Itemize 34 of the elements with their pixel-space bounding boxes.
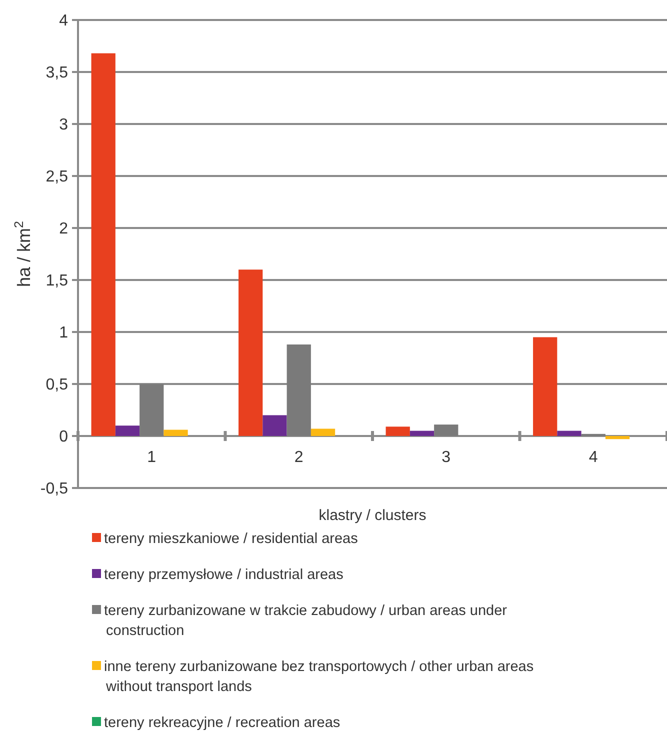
legend-label: inne tereny zurbanizowane bez transportowych / other urban areas without transport lands: [104, 659, 534, 695]
bar: [91, 53, 116, 436]
bar: [164, 430, 188, 436]
bar: [310, 428, 336, 436]
y-tick-label: 1: [59, 324, 68, 342]
y-tick-label: 1,5: [46, 272, 68, 290]
legend-label: tereny rekreacyjne / recreation areas: [104, 715, 340, 731]
y-tick-label: 3: [59, 116, 68, 134]
legend-label: tereny zurbanizowane w trakcie zabudowy / urban areas under construction: [104, 603, 508, 639]
bar: [262, 415, 287, 436]
bar: [140, 384, 164, 436]
bar: [238, 270, 263, 436]
y-tick-label: 4: [59, 12, 68, 30]
bar: [605, 436, 630, 440]
bar: [533, 337, 558, 436]
bar: [557, 430, 582, 436]
y-tick-label: 2: [59, 220, 68, 238]
legend-label: tereny przemysłowe / industrial areas: [104, 567, 344, 583]
x-tick-label: 2: [294, 449, 304, 466]
y-tick-label: 0: [59, 428, 68, 446]
y-tick-label: 3,5: [46, 64, 68, 82]
bar: [115, 426, 140, 436]
bar: [434, 424, 458, 436]
bar: [410, 430, 434, 436]
bar: [386, 426, 410, 436]
y-tick-label: -0,5: [40, 480, 68, 498]
bar: [286, 344, 311, 436]
y-tick-label: 0,5: [46, 376, 68, 394]
x-tick-label: 4: [588, 449, 598, 466]
x-tick-label: 1: [147, 449, 156, 466]
x-tick-label: 3: [442, 449, 451, 466]
y-tick-label: 2,5: [46, 168, 68, 186]
legend-label: tereny mieszkaniowe / residential areas: [104, 531, 358, 547]
x-axis-title: klastry / clusters: [318, 507, 426, 524]
